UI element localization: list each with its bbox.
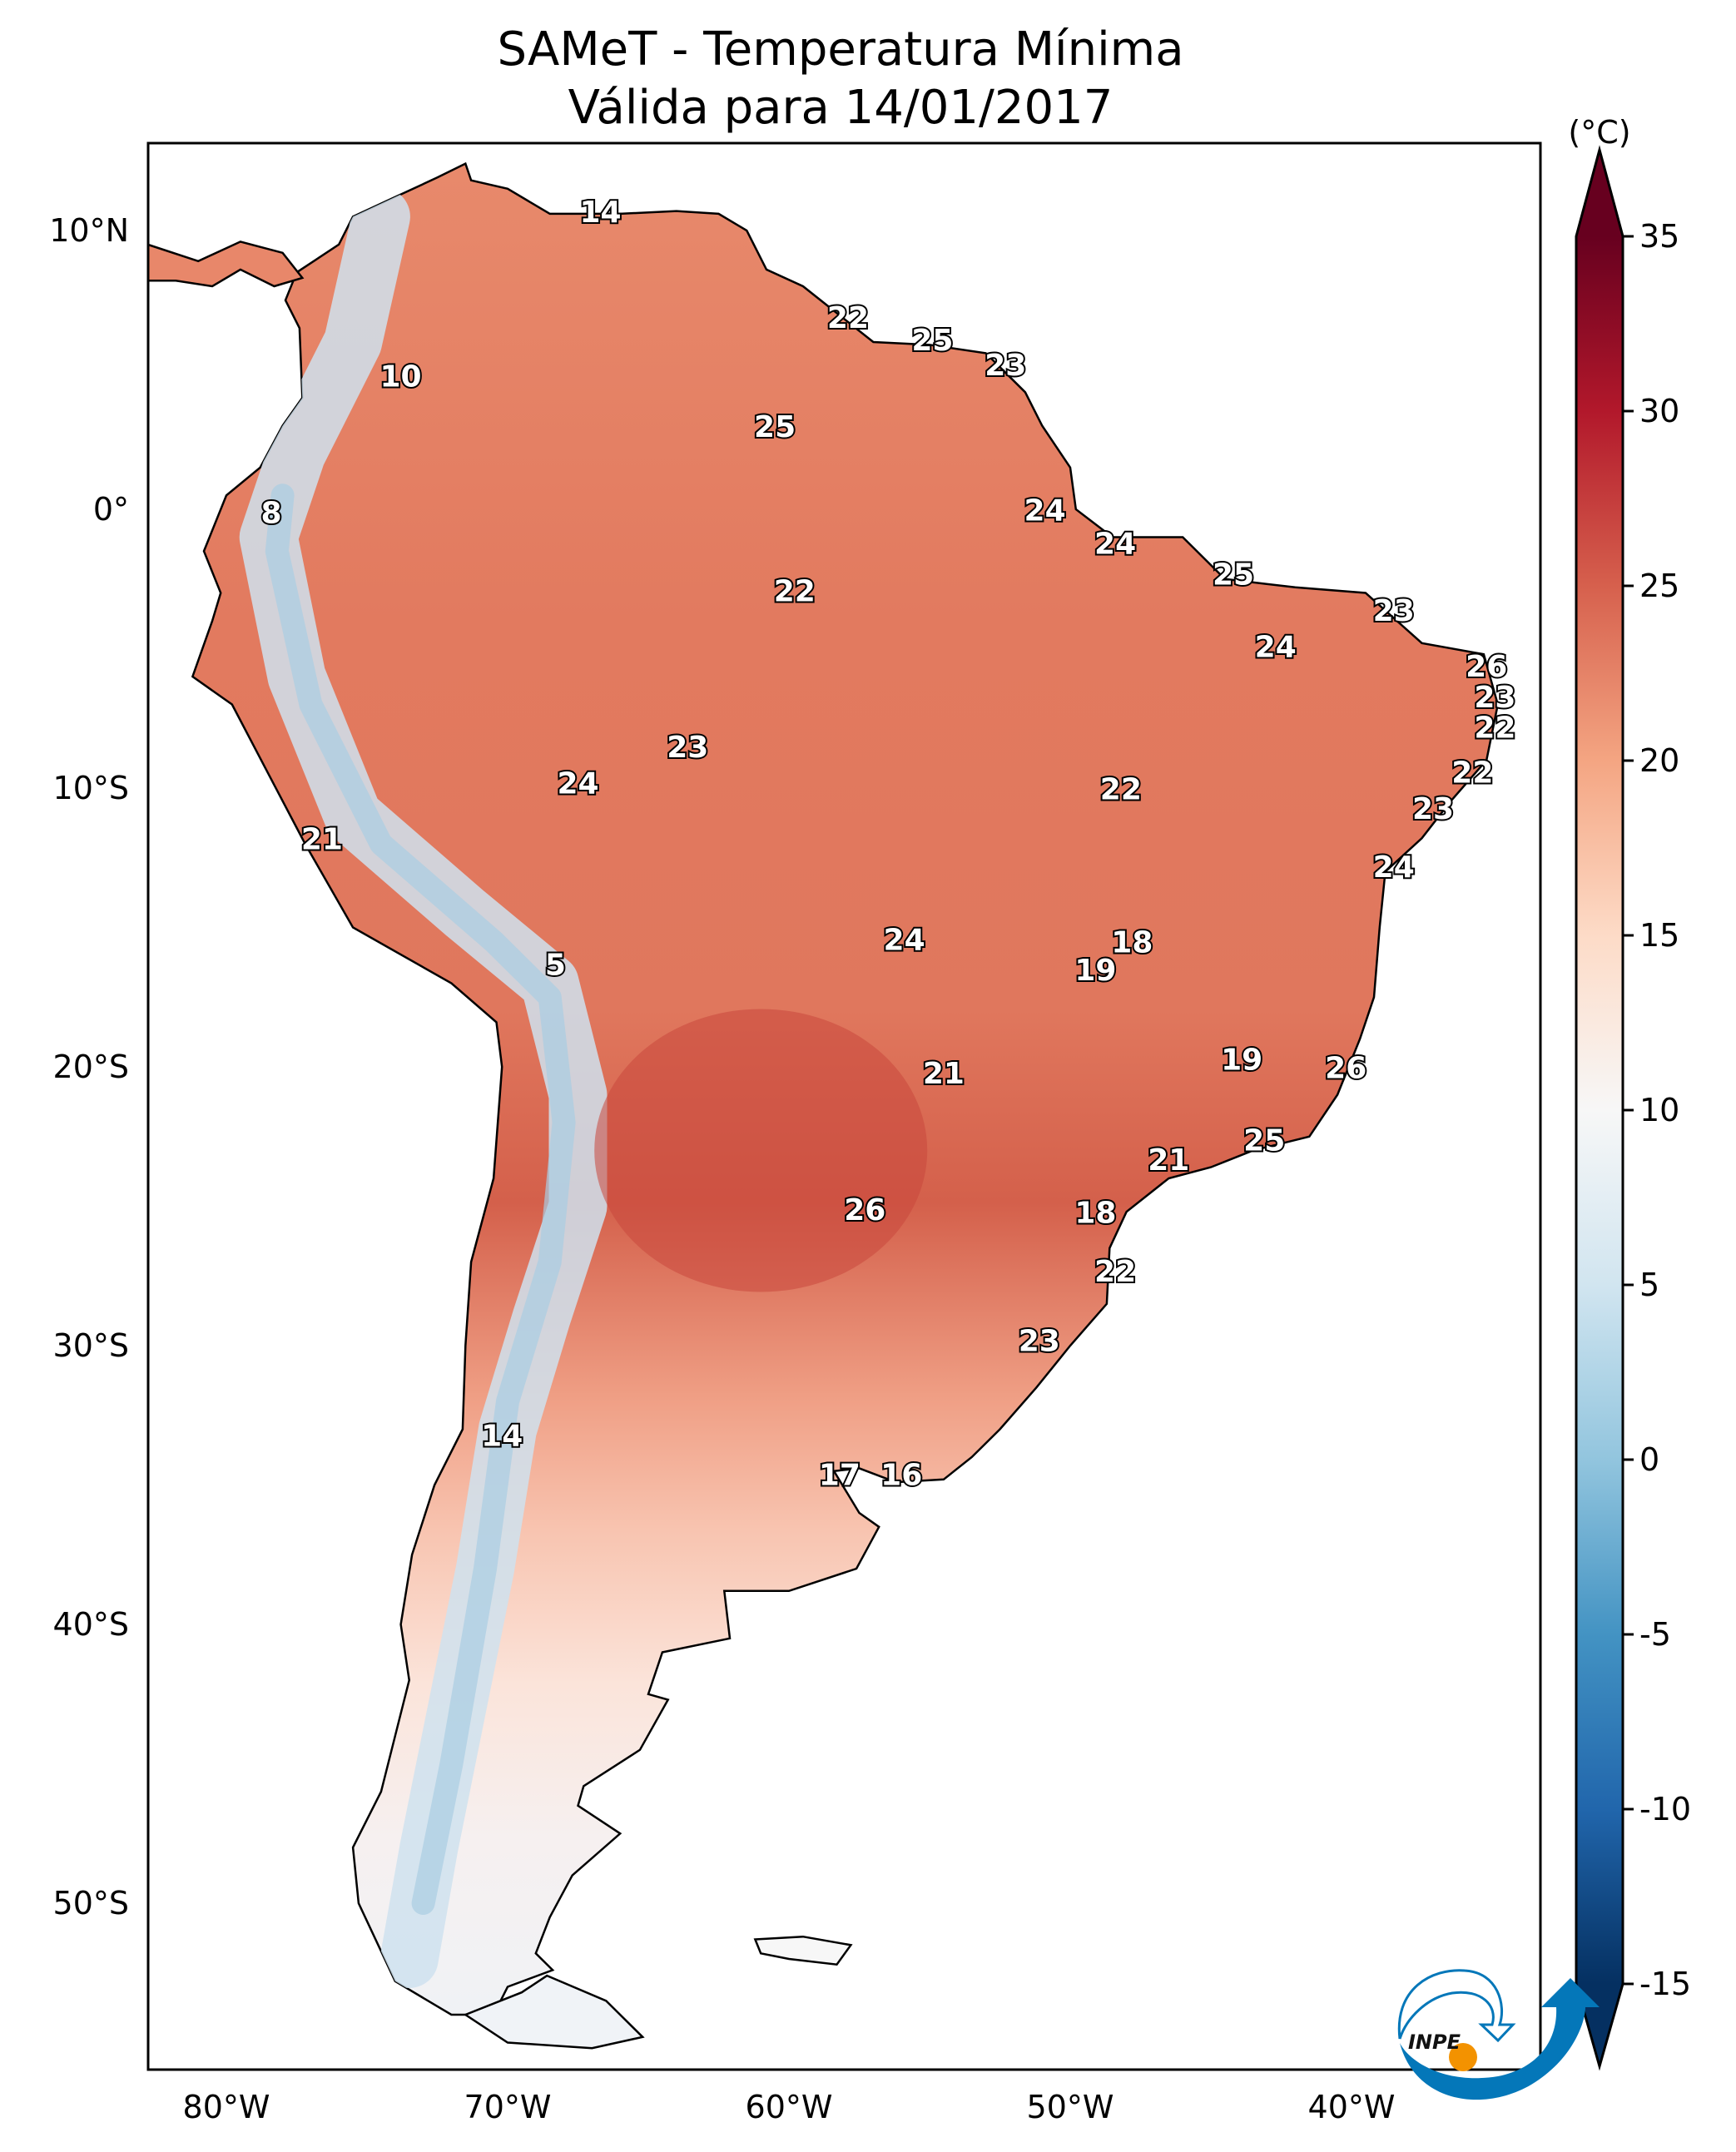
map-frame	[146, 141, 1542, 2071]
station-value-label: 23	[1474, 681, 1515, 715]
station-value-label: 17	[819, 1458, 861, 1492]
latitude-label: 0°	[93, 491, 129, 528]
station-value-label: 25	[1213, 558, 1254, 592]
colorbar-tick-label: -15	[1639, 1966, 1691, 2002]
title-line-2: Válida para 14/01/2017	[568, 81, 1114, 135]
andes-cold-core	[265, 483, 576, 1915]
colorbar-tick-label: 5	[1639, 1267, 1659, 1303]
latitude-label: 10°S	[53, 770, 129, 806]
station-value-label: 24	[1373, 850, 1415, 885]
station-value-label: 14	[481, 1420, 523, 1454]
station-value-label: 19	[1221, 1043, 1262, 1077]
station-value-label: 26	[1466, 650, 1507, 684]
station-value-label: 23	[1412, 792, 1454, 826]
station-value-label: 22	[1094, 1255, 1136, 1289]
station-value-label: 24	[557, 767, 598, 801]
station-value-label: 5	[545, 948, 566, 982]
title-line-1: SAMeT - Temperatura Mínima	[497, 22, 1183, 77]
station-value-label: 22	[1100, 772, 1142, 806]
station-value-label: 21	[301, 823, 343, 857]
station-value-label: 25	[911, 324, 953, 358]
latitude-labels: 10°N 0° 10°S 20°S 30°S 40°S 50°S	[49, 212, 129, 1921]
latitude-label: 40°S	[53, 1606, 129, 1643]
colorbar	[1575, 145, 1624, 2071]
longitude-label: 40°W	[1308, 2089, 1396, 2125]
station-value-label: 24	[1024, 493, 1066, 528]
falkland-islands	[753, 1935, 853, 1966]
station-value-label: 22	[1451, 756, 1493, 790]
latitude-label: 20°S	[53, 1049, 129, 1085]
longitude-labels: 80°W 70°W 60°W 50°W 40°W	[183, 2089, 1396, 2125]
paraguay-warm-region	[594, 1009, 928, 1292]
colorbar-unit: (°C)	[1568, 114, 1630, 151]
station-value-label: 23	[1373, 594, 1415, 628]
station-value-label: 16	[880, 1458, 922, 1492]
station-value-label: 10	[380, 360, 422, 394]
station-value-label: 23	[667, 731, 708, 765]
inpe-logo: INPE	[1397, 1969, 1600, 2100]
station-value-label: 19	[1074, 954, 1116, 988]
colorbar-tick-label: 15	[1639, 917, 1679, 954]
colorbar-tick-label: 35	[1639, 218, 1679, 255]
colorbar-tick-label: 0	[1639, 1441, 1659, 1478]
station-value-label: 8	[261, 497, 282, 531]
inpe-arrow-icon	[1400, 1978, 1600, 2100]
inpe-orbit-icon	[1397, 1969, 1516, 2043]
station-value-label: 26	[844, 1193, 885, 1227]
colorbar-tick-label: -5	[1639, 1616, 1671, 1653]
colorbar-tick-label: 25	[1639, 568, 1679, 604]
latitude-label: 10°N	[49, 212, 129, 249]
colorbar-tick-label: -10	[1639, 1791, 1691, 1827]
station-value-label: 23	[985, 349, 1026, 383]
station-value-label: 26	[1325, 1051, 1366, 1085]
inpe-sun-icon	[1449, 2043, 1477, 2071]
station-value-label: 22	[827, 301, 869, 335]
station-value-label: 18	[1111, 926, 1153, 960]
station-value-label: 18	[1074, 1197, 1116, 1231]
inpe-logo-text: INPE	[1408, 2031, 1461, 2054]
colorbar-ticks: 35 30 25 20 15 10 5 0 -5 -10 -15	[1623, 218, 1691, 2002]
longitude-label: 50°W	[1027, 2089, 1114, 2125]
longitude-label: 80°W	[183, 2089, 270, 2125]
station-value-label: 21	[923, 1057, 965, 1091]
latitude-label: 30°S	[53, 1327, 129, 1364]
colorbar-tick-label: 30	[1639, 393, 1679, 429]
station-value-label: 22	[1474, 712, 1515, 746]
longitude-label: 60°W	[746, 2089, 833, 2125]
panama-landmass	[148, 240, 305, 288]
station-value-label: 24	[1255, 631, 1297, 665]
station-value-label: 21	[1148, 1143, 1189, 1178]
station-value-label: 24	[884, 923, 925, 957]
colorbar-tick-label: 20	[1639, 742, 1679, 779]
station-value-label: 23	[1019, 1325, 1060, 1359]
station-value-label: 25	[1243, 1123, 1285, 1158]
latitude-label: 50°S	[53, 1885, 129, 1921]
tierra-del-fuego	[463, 1974, 645, 2050]
station-value-label: 25	[754, 410, 796, 444]
station-value-label: 22	[774, 575, 816, 609]
longitude-label: 70°W	[464, 2089, 552, 2125]
station-value-label: 24	[1094, 528, 1136, 562]
station-value-label: 14	[579, 196, 621, 230]
colorbar-tick-label: 10	[1639, 1092, 1679, 1128]
